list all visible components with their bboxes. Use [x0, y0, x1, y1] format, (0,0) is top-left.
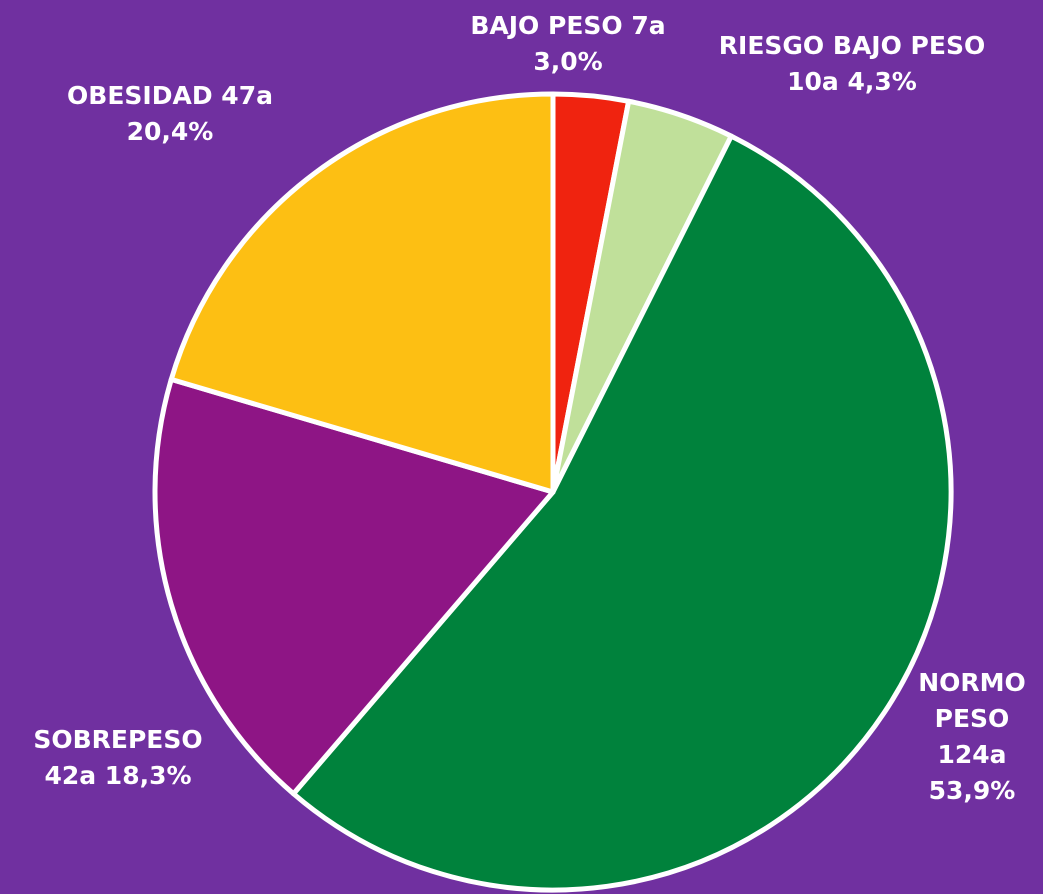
slice-label: RIESGO BAJO PESO 10a 4,3%	[715, 28, 990, 100]
slice-label: BAJO PESO 7a 3,0%	[463, 8, 673, 80]
category-label: NORMO PESO	[918, 668, 1026, 733]
category-label: BAJO PESO	[470, 11, 623, 40]
category-label: RIESGO BAJO PESO	[718, 31, 986, 60]
pie-slice	[152, 376, 556, 797]
value-label: 124a 53,9%	[928, 740, 1016, 805]
pie-slice	[168, 91, 556, 495]
value-label: 42a 18,3%	[44, 761, 192, 790]
slice-label: NORMO PESO 124a 53,9%	[910, 665, 1035, 809]
slice-label: SOBREPESO 42a 18,3%	[8, 722, 228, 794]
value-label: 7a 3,0%	[533, 11, 666, 76]
slice-label: OBESIDAD 47a 20,4%	[65, 78, 275, 150]
value-label: 10a 4,3%	[787, 67, 917, 96]
value-label: 47a 20,4%	[126, 81, 273, 146]
category-label: OBESIDAD	[67, 81, 213, 110]
pie-slice	[290, 133, 954, 893]
category-label: SOBREPESO	[33, 725, 203, 754]
